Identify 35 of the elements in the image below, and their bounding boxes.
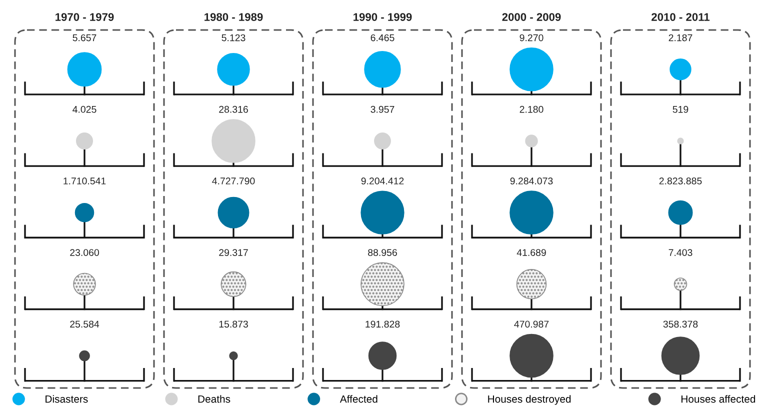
data-label: 519 — [672, 106, 688, 113]
data-label: 358.378 — [663, 320, 698, 328]
data-label: 470.987 — [514, 320, 549, 328]
data-label: 5.657 — [72, 34, 96, 42]
legend-label: Houses affected — [681, 395, 756, 403]
data-label: 2.823.885 — [659, 178, 702, 184]
data-label: 4.727.790 — [212, 178, 255, 184]
category-label: 2000 - 2009 — [502, 13, 561, 21]
data-label: 2.180 — [520, 106, 544, 113]
data-label: 23.060 — [70, 249, 99, 256]
data-label: 15.873 — [219, 320, 248, 328]
data-label: 1.710.541 — [64, 178, 106, 184]
data-label: 9.270 — [520, 34, 544, 42]
category-label: 1970 - 1979 — [56, 13, 114, 21]
data-label: 4.025 — [72, 106, 96, 113]
data-label: 88.956 — [368, 249, 397, 256]
data-label: 6.465 — [370, 34, 394, 42]
data-label: 5.123 — [222, 34, 246, 42]
legend-label: Affected — [340, 395, 378, 403]
legend-label: Houses destroyed — [488, 395, 571, 405]
data-label: 2.187 — [668, 34, 692, 42]
category-label: 2010 - 2011 — [652, 13, 710, 21]
data-label: 7.403 — [668, 249, 692, 256]
data-label: 28.316 — [219, 106, 248, 113]
category-label: 1980 - 1989 — [204, 13, 263, 21]
legend-label: Disasters — [46, 395, 88, 403]
data-label: 41.689 — [516, 249, 546, 256]
data-label: 191.828 — [366, 320, 400, 328]
data-label: 25.584 — [70, 320, 100, 328]
data-label: 3.957 — [370, 106, 394, 113]
data-label: 9.284.073 — [510, 178, 553, 184]
category-label: 1990 - 1999 — [354, 13, 412, 21]
data-label: 9.204.412 — [361, 178, 404, 184]
data-label: 29.317 — [219, 249, 248, 256]
legend-label: Deaths — [198, 395, 230, 403]
